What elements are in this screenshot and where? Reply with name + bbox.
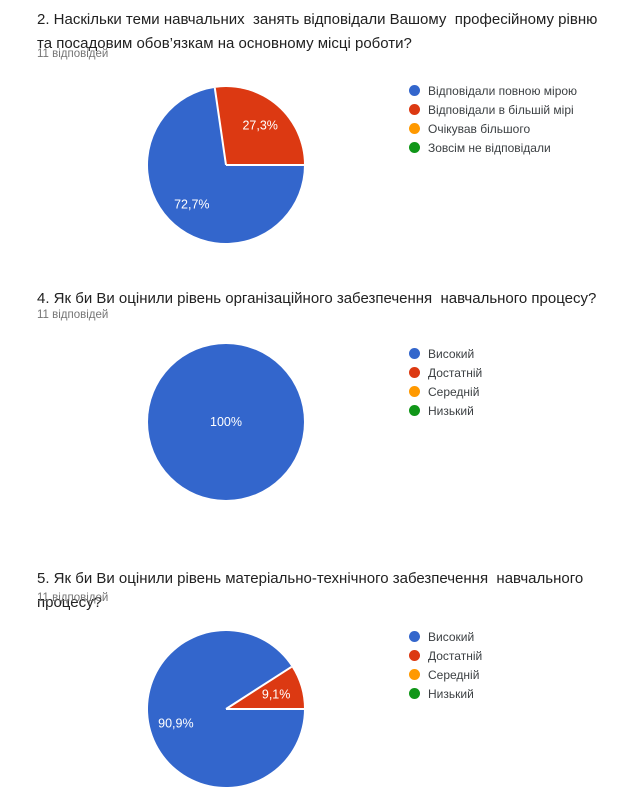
legend-label: Очікував більшого xyxy=(428,121,531,136)
legend-color-dot xyxy=(409,631,420,642)
legend-label: Низький xyxy=(428,686,474,701)
pie-slice xyxy=(214,87,304,165)
slice-percentage-label: 100% xyxy=(210,415,242,429)
question-title: 2. Наскільки теми навчальних занять відп… xyxy=(37,11,602,52)
legend-color-dot xyxy=(409,650,420,661)
legend-color-dot xyxy=(409,367,420,378)
legend-color-dot xyxy=(409,123,420,134)
responses-count: 11 відповідей xyxy=(37,48,109,60)
legend-label: Відповідали повною мірою xyxy=(428,83,578,98)
legend-label: Середній xyxy=(428,384,480,399)
legend-label: Достатній xyxy=(428,365,483,380)
responses-count: 11 відповідей xyxy=(37,309,109,321)
legend-label: Низький xyxy=(428,403,474,418)
legend-label: Достатній xyxy=(428,648,483,663)
chart-legend: Високий Достатній Середній Низький xyxy=(409,627,482,703)
pie-chart: 100% xyxy=(147,343,305,501)
legend-color-dot xyxy=(409,669,420,680)
legend-item: Низький xyxy=(409,684,482,703)
legend-item: Низький xyxy=(409,401,482,420)
legend-item: Достатній xyxy=(409,363,482,382)
legend-item: Середній xyxy=(409,382,482,401)
pie-chart-svg: 100% xyxy=(148,344,304,500)
legend-item: Середній xyxy=(409,665,482,684)
legend-item: Високий xyxy=(409,627,482,646)
pie-slice xyxy=(226,666,304,709)
legend-color-dot xyxy=(409,85,420,96)
legend-item: Достатній xyxy=(409,646,482,665)
legend-color-dot xyxy=(409,405,420,416)
slice-separator xyxy=(213,87,227,166)
legend-label: Зовсім не відповідали xyxy=(428,140,551,155)
legend-color-dot xyxy=(409,104,420,115)
legend-item: Очікував більшого xyxy=(409,119,577,138)
question-title: 4. Як би Ви оцінили рівень організаційно… xyxy=(37,290,597,307)
legend-item: Відповідали в більшій мірі xyxy=(409,100,577,119)
legend-item: Зовсім не відповідали xyxy=(409,138,577,157)
legend-label: Високий xyxy=(428,629,475,644)
legend-label: Середній xyxy=(428,667,480,682)
legend-color-dot xyxy=(409,688,420,699)
legend-label: Відповідали в більшій мірі xyxy=(428,102,574,117)
slice-percentage-label: 90,9% xyxy=(158,717,193,731)
responses-count: 11 відповідей xyxy=(37,592,109,604)
legend-item: Відповідали повною мірою xyxy=(409,81,577,100)
question-title: 5. Як би Ви оцінили рівень матеріально-т… xyxy=(37,570,588,611)
slice-percentage-label: 27,3% xyxy=(242,118,277,132)
pie-chart: 72,7% 27,3% xyxy=(147,86,305,244)
legend-color-dot xyxy=(409,386,420,397)
pie-chart: 90,9% 9,1% xyxy=(147,630,305,788)
legend-color-dot xyxy=(409,142,420,153)
chart-legend: Високий Достатній Середній Низький xyxy=(409,344,482,420)
legend-item: Високий xyxy=(409,344,482,363)
pie-chart-svg: 72,7% 27,3% xyxy=(148,87,304,244)
slice-percentage-label: 9,1% xyxy=(262,687,291,701)
pie-slice xyxy=(148,344,304,500)
slice-percentage-label: 72,7% xyxy=(174,198,209,212)
slice-separator xyxy=(225,665,293,710)
chart-legend: Відповідали повною мірою Відповідали в бі… xyxy=(409,81,577,157)
legend-color-dot xyxy=(409,348,420,359)
pie-chart-svg: 90,9% 9,1% xyxy=(148,631,304,787)
legend-label: Високий xyxy=(428,346,475,361)
